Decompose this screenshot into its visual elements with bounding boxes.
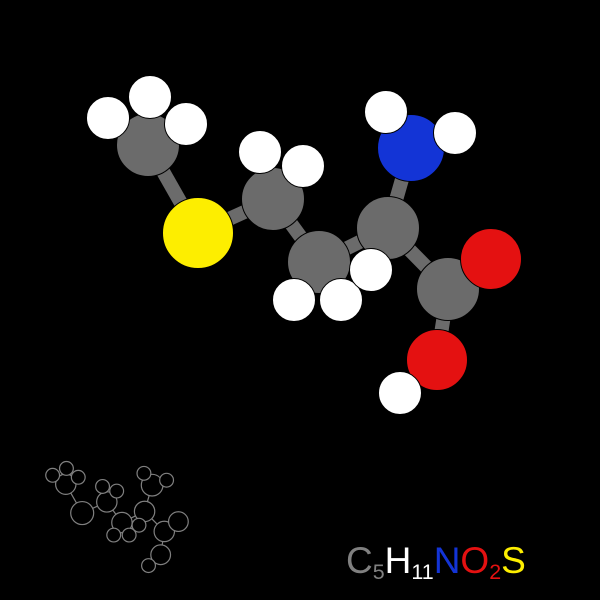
atom-h: [281, 144, 325, 188]
formula-subscript: 2: [489, 560, 501, 584]
atom-h: [349, 248, 393, 292]
atom-h: [238, 130, 282, 174]
atom-h: [364, 90, 408, 134]
atom-o: [460, 228, 522, 290]
atom-h: [272, 278, 316, 322]
formula-element: S: [501, 540, 526, 581]
molecule-diagram: C5H11NO2S: [0, 0, 600, 600]
atom-s: [162, 197, 234, 269]
thumbnail-structure: [42, 442, 192, 592]
atom-h: [164, 102, 208, 146]
atom-h: [378, 371, 422, 415]
formula-element: O: [460, 540, 489, 581]
atom-h: [128, 75, 172, 119]
formula-element: C: [346, 540, 373, 581]
atom-h: [86, 96, 130, 140]
formula-element: N: [434, 540, 461, 581]
formula-subscript: 11: [411, 560, 433, 584]
atom-h: [433, 111, 477, 155]
chemical-formula: C5H11NO2S: [346, 540, 526, 582]
formula-subscript: 5: [373, 560, 385, 584]
formula-element: H: [385, 540, 412, 581]
